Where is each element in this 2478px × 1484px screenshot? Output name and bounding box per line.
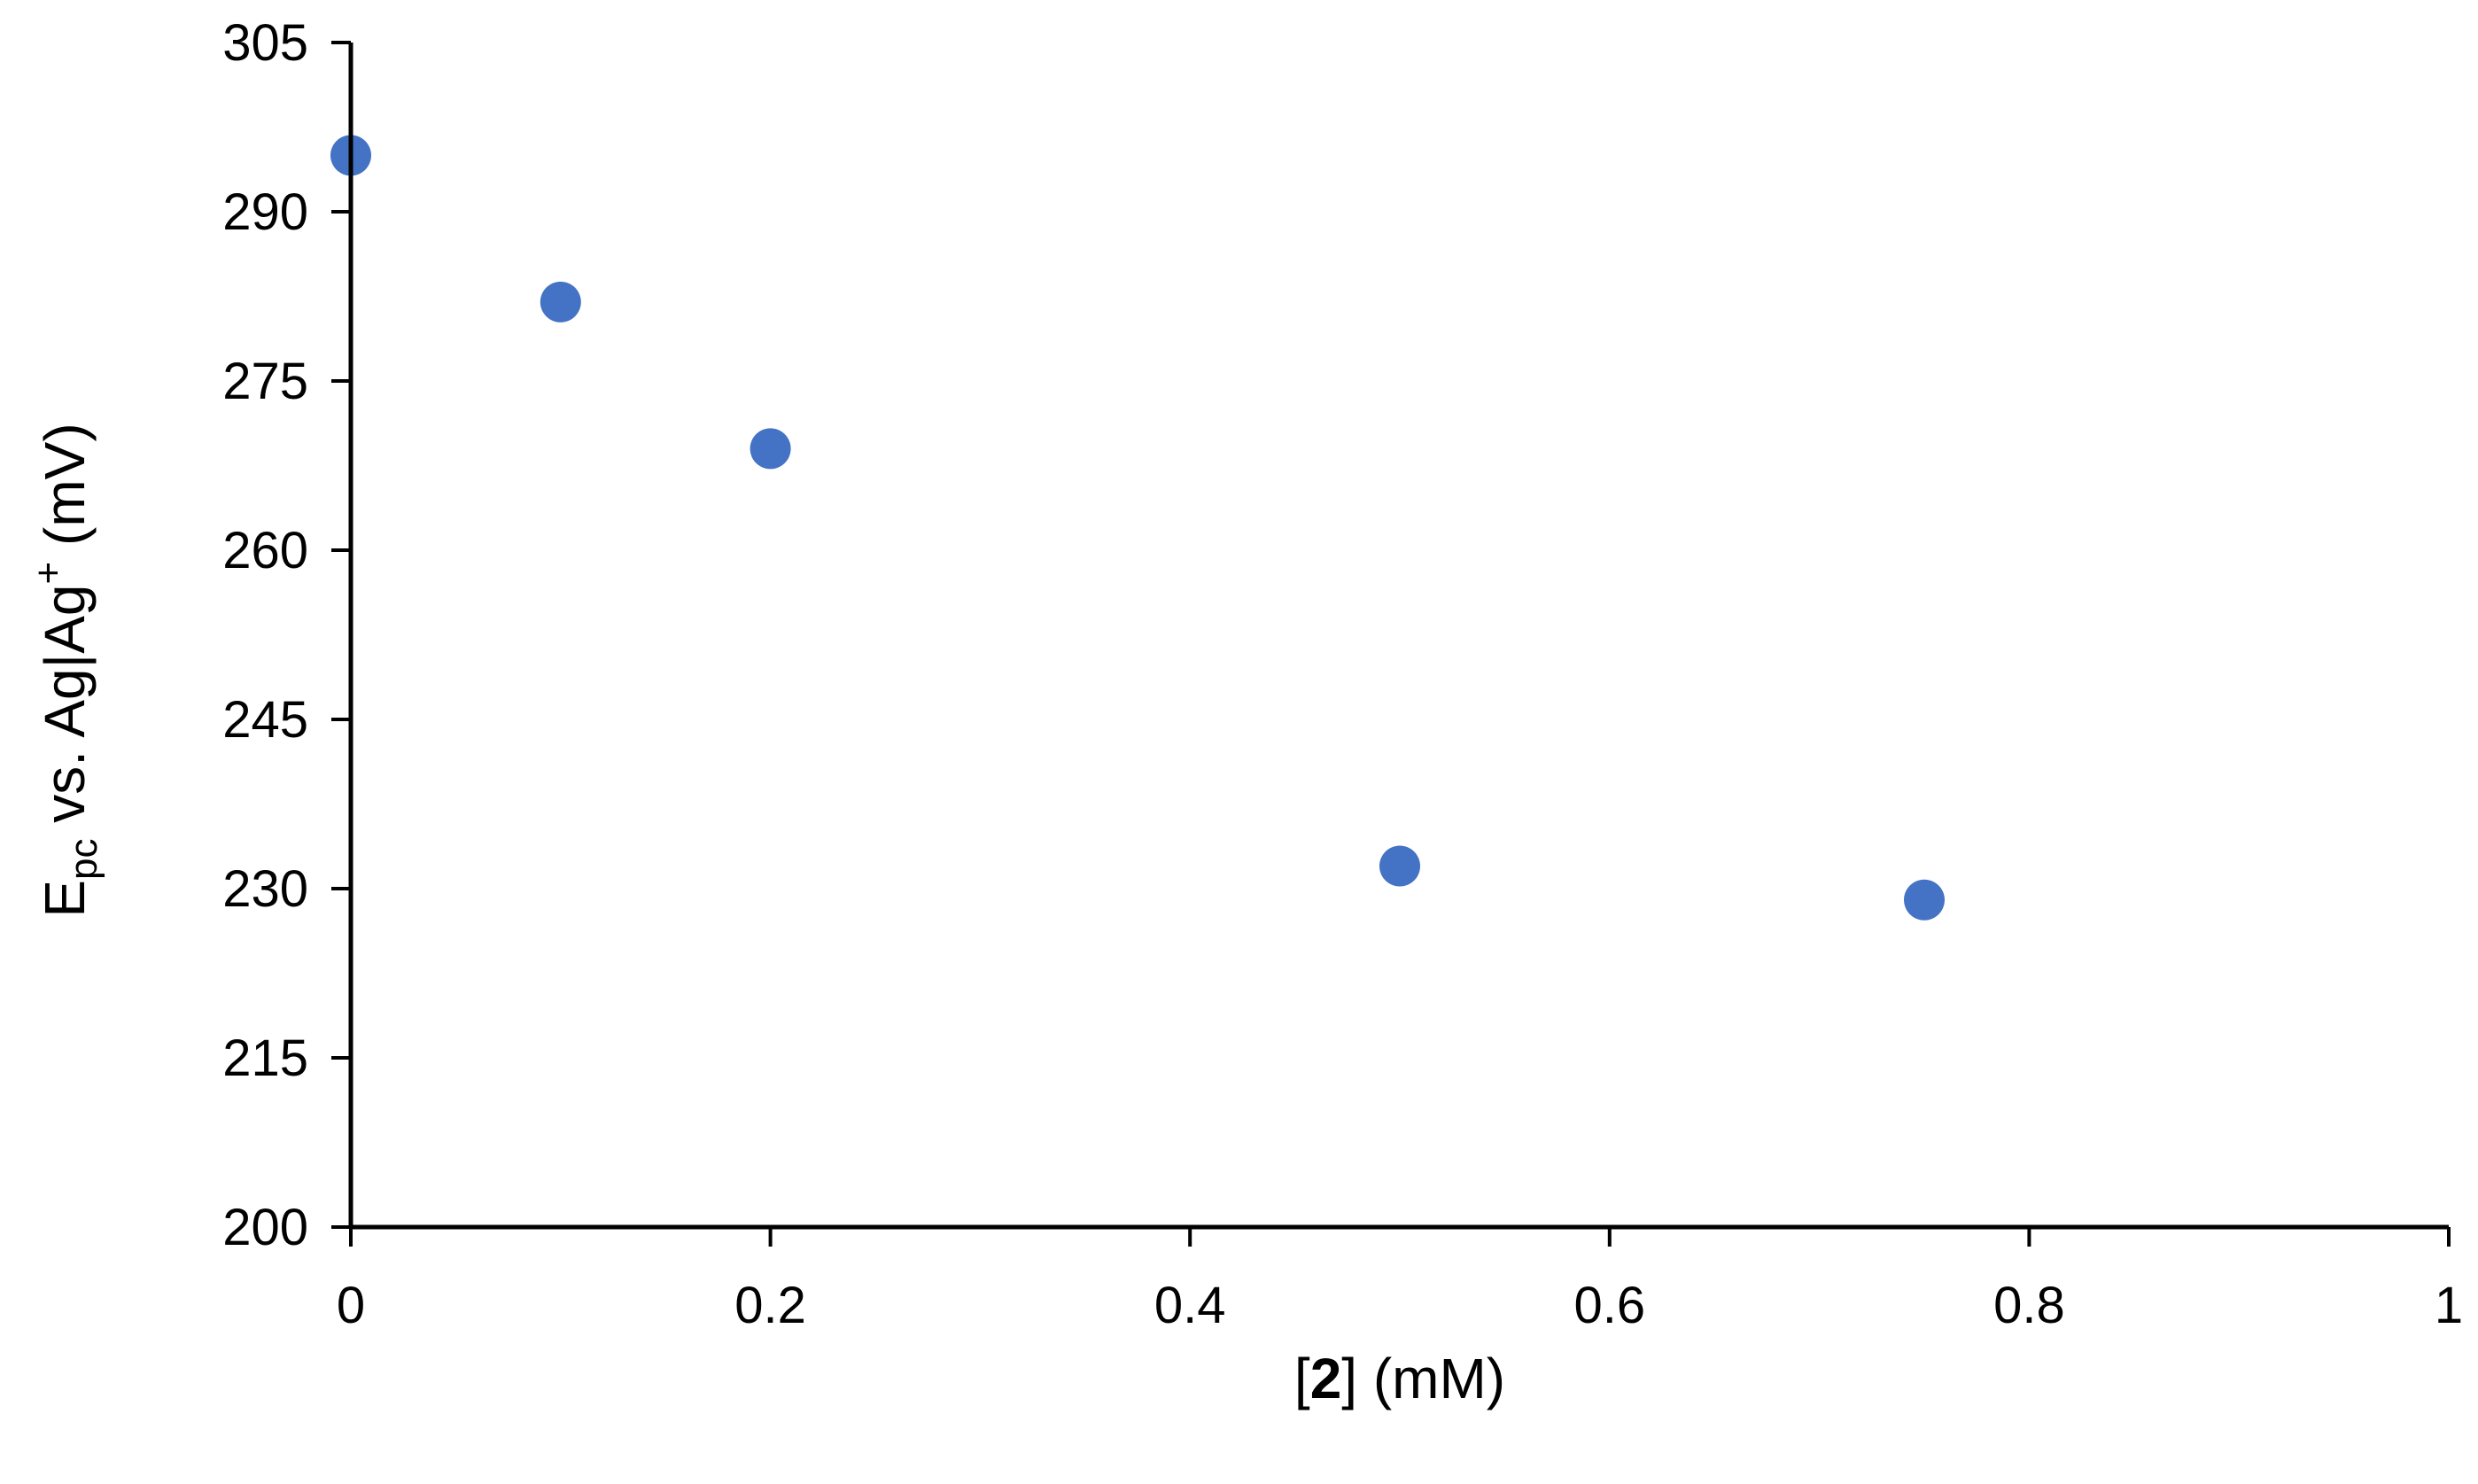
y-tick-label: 275 [222,353,308,410]
x-tick-label: 0.6 [1573,1277,1645,1334]
y-axis-title-suffix: (mV) [33,423,97,561]
x-axis-title-bold: 2 [1310,1347,1342,1410]
y-axis-title-main: E [33,880,97,918]
y-axis-title-superscript: + [27,562,70,585]
x-tick-label: 0.2 [734,1277,806,1334]
x-axis-title-prefix: [ [1294,1347,1310,1410]
y-tick-label: 305 [222,14,308,72]
data-point [1904,879,1945,921]
y-tick-label: 215 [222,1029,308,1087]
y-axis-title: Epc vs. Ag|Ag+ (mV) [27,423,105,917]
data-point [750,428,791,470]
y-axis-ticks: 200 215 230 245 260 275 290 305 [222,14,351,1256]
y-tick-label: 260 [222,522,308,579]
y-tick-label: 290 [222,183,308,241]
x-tick-label: 0.8 [1993,1277,2065,1334]
data-point [1379,845,1420,887]
x-tick-label: 1 [2435,1277,2463,1334]
x-tick-label: 0 [337,1277,365,1334]
x-axis-title-suffix: ] (mM) [1341,1347,1505,1410]
y-tick-label: 200 [222,1199,308,1256]
y-axis-title-subscript: pc [62,838,105,879]
data-point [540,281,581,322]
y-tick-label: 230 [222,860,308,918]
data-points [330,135,1945,921]
x-axis-title: [2] (mM) [1294,1347,1505,1410]
y-axis-title-middle: vs. Ag|Ag [33,584,97,838]
x-tick-label: 0.4 [1154,1277,1226,1334]
x-axis-ticks: 0 0.2 0.4 0.6 0.8 1 [337,1227,2463,1334]
y-tick-label: 245 [222,691,308,749]
